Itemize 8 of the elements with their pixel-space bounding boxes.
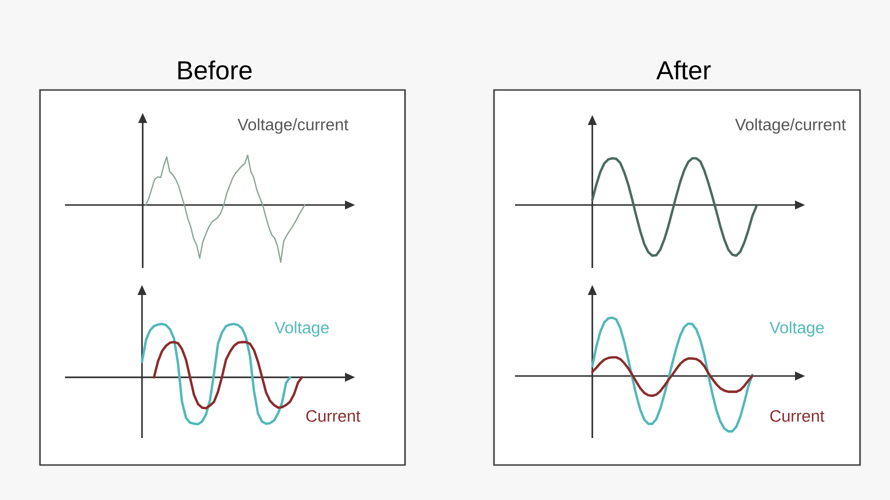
chart-title: Before xyxy=(178,60,252,80)
series-label: Current xyxy=(306,410,360,422)
y-axis-title: Voltage/current xyxy=(735,118,846,134)
text: Voltage xyxy=(770,321,824,337)
y-axis-title: Voltage/current xyxy=(238,118,348,134)
text: Current xyxy=(770,410,824,422)
series-label: Voltage xyxy=(274,321,329,337)
chart-title: After xyxy=(656,60,711,80)
